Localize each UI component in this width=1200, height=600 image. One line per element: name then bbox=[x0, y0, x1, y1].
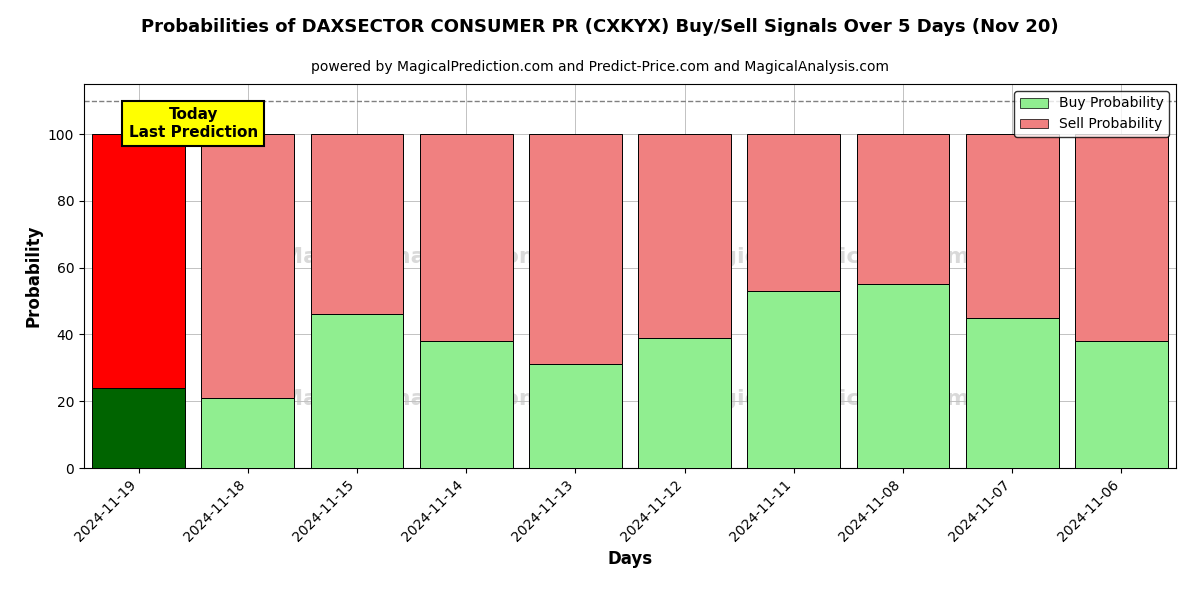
Bar bbox=[529, 364, 622, 468]
Bar bbox=[311, 134, 403, 314]
Bar bbox=[748, 291, 840, 468]
Bar bbox=[311, 314, 403, 468]
Bar bbox=[638, 134, 731, 338]
Text: Today
Last Prediction: Today Last Prediction bbox=[128, 107, 258, 140]
Text: powered by MagicalPrediction.com and Predict-Price.com and MagicalAnalysis.com: powered by MagicalPrediction.com and Pre… bbox=[311, 60, 889, 74]
Bar bbox=[92, 134, 185, 388]
Text: Probabilities of DAXSECTOR CONSUMER PR (CXKYX) Buy/Sell Signals Over 5 Days (Nov: Probabilities of DAXSECTOR CONSUMER PR (… bbox=[142, 18, 1058, 36]
Bar bbox=[202, 134, 294, 398]
Bar bbox=[748, 134, 840, 291]
Text: MagicalPrediction.com: MagicalPrediction.com bbox=[684, 389, 970, 409]
Bar bbox=[420, 341, 512, 468]
Bar bbox=[966, 318, 1058, 468]
Bar bbox=[92, 388, 185, 468]
Y-axis label: Probability: Probability bbox=[24, 225, 42, 327]
X-axis label: Days: Days bbox=[607, 550, 653, 568]
Bar bbox=[1075, 134, 1168, 341]
Bar bbox=[202, 398, 294, 468]
Text: MagicalAnalysis.com: MagicalAnalysis.com bbox=[281, 247, 542, 267]
Text: MagicalAnalysis.com: MagicalAnalysis.com bbox=[281, 389, 542, 409]
Bar bbox=[857, 284, 949, 468]
Legend: Buy Probability, Sell Probability: Buy Probability, Sell Probability bbox=[1014, 91, 1169, 137]
Bar bbox=[966, 134, 1058, 318]
Bar bbox=[529, 134, 622, 364]
Bar bbox=[857, 134, 949, 284]
Bar bbox=[420, 134, 512, 341]
Bar bbox=[1075, 341, 1168, 468]
Text: MagicalPrediction.com: MagicalPrediction.com bbox=[684, 247, 970, 267]
Bar bbox=[638, 338, 731, 468]
